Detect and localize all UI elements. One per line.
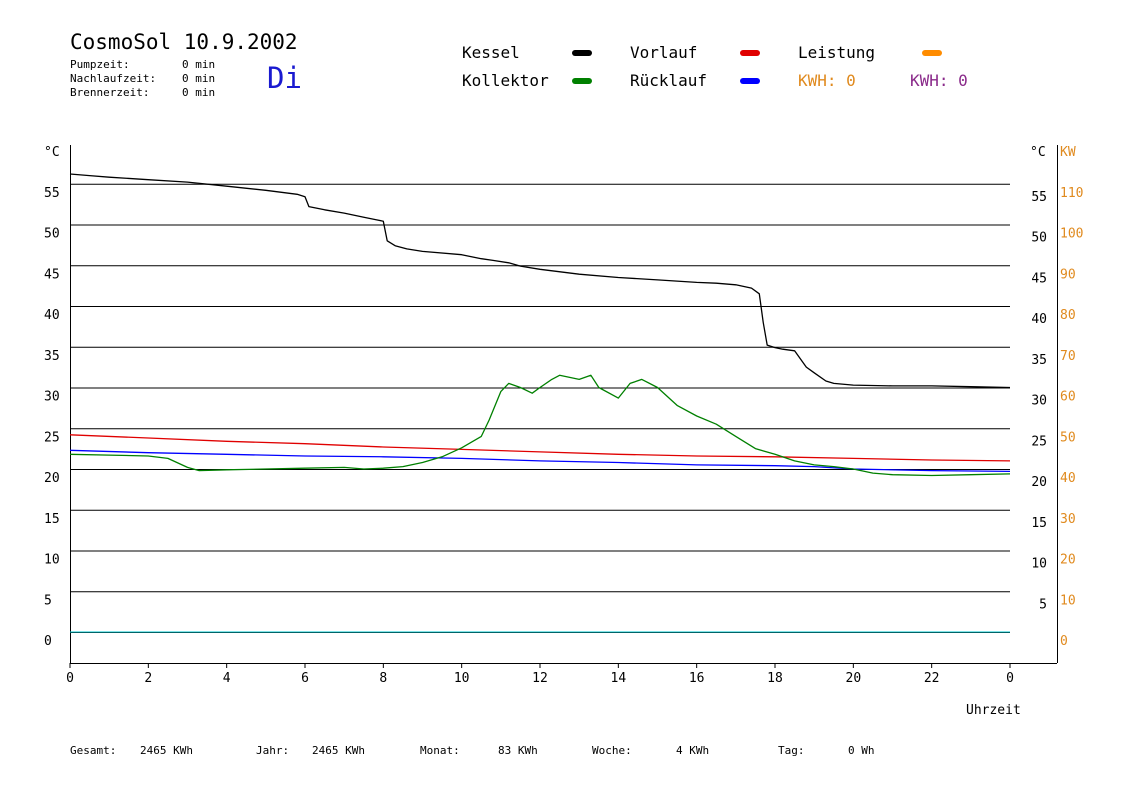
y-tick-right-20: 20 [1031,475,1047,490]
x-tick-label-2: 4 [223,671,231,686]
y-tick-right-40: 40 [1031,312,1047,327]
y-tick-left-20: 20 [44,471,60,486]
y-tick-right-10: 10 [1031,557,1047,572]
series-kollektor [69,374,1011,477]
y-tick-left-30: 30 [44,390,60,405]
legend-ruecklauf-swatch [740,78,760,84]
y-tick-right-25: 25 [1031,434,1047,449]
y-tick-kw-80: 80 [1060,308,1076,323]
y-tick-right-5: 5 [1039,597,1047,612]
y-tick-right-30: 30 [1031,394,1047,409]
y-tick-kw-10: 10 [1060,593,1076,608]
legend-kollektor-swatch [572,78,592,84]
footer-gesamt-value: 2465 KWh [140,744,193,757]
series-kessel [69,173,1011,389]
y-tick-left-55: 55 [44,186,60,201]
legend-ruecklauf-label: Rücklauf [630,71,708,90]
footer-jahr-label: Jahr: [256,744,290,757]
y-tick-left-15: 15 [44,512,60,527]
y-tick-kw-50: 50 [1060,430,1076,445]
brennerzeit-value: 0 min [182,86,216,99]
x-tick-label-3: 6 [301,671,309,686]
x-tick-label-12: 0 [1006,671,1014,686]
legend-leistung-label: Leistung [798,43,876,62]
y-tick-left-10: 10 [44,553,60,568]
y-tick-left-0: 0 [44,634,52,649]
y-tick-left-45: 45 [44,267,60,282]
x-tick-label-9: 18 [767,671,783,686]
y-tick-kw-70: 70 [1060,349,1076,364]
y-tick-kw-40: 40 [1060,471,1076,486]
y-tick-left-5: 5 [44,593,52,608]
x-tick-label-4: 8 [379,671,387,686]
pumpzeit-value: 0 min [182,58,216,71]
legend-kwh-leistung: KWH: 0 [798,71,856,90]
tick-labels: 0 2 4 6 8 10 12 14 16 18 20 22 005101520253035404550… [44,186,1083,686]
legend-kessel-label: Kessel [462,43,520,62]
weekday-label: Di [267,61,302,95]
x-tick-label-1: 2 [144,671,152,686]
series-vorlauf [69,434,1011,462]
series-rcklauf [69,449,1011,473]
y-tick-right-45: 45 [1031,271,1047,286]
y-axis-unit-kw: KW [1060,145,1076,160]
pumpzeit-label: Pumpzeit: [70,58,130,71]
legend-kollektor-label: Kollektor [462,71,549,90]
y-tick-kw-30: 30 [1060,512,1076,527]
y-axis-unit-left: °C [44,145,60,160]
x-tick-label-7: 14 [611,671,627,686]
nachlaufzeit-label: Nachlaufzeit: [70,72,157,85]
footer-monat-value: 83 KWh [498,744,538,757]
legend-vorlauf-label: Vorlauf [630,43,698,62]
y-tick-kw-20: 20 [1060,553,1076,568]
footer-woche-value: 4 KWh [676,744,710,757]
y-tick-left-40: 40 [44,308,60,323]
x-tick-label-5: 10 [454,671,470,686]
x-tick-label-6: 12 [532,671,548,686]
y-tick-kw-0: 0 [1060,634,1068,649]
series-lines [69,173,1011,633]
legend-leistung-swatch [922,50,942,56]
footer-tag-value: 0 Wh [848,744,875,757]
footer-monat-label: Monat: [420,744,460,757]
y-tick-left-35: 35 [44,349,60,364]
x-tick-label-11: 22 [924,671,940,686]
x-axis-title: Uhrzeit [966,703,1021,718]
footer-jahr-value: 2465 KWh [312,744,365,757]
x-tick-label-8: 16 [689,671,705,686]
nachlaufzeit-value: 0 min [182,72,216,85]
legend-vorlauf-swatch [740,50,760,56]
footer-tag-label: Tag: [778,744,805,757]
y-tick-right-15: 15 [1031,516,1047,531]
x-tick-label-0: 0 [66,671,74,686]
y-tick-kw-100: 100 [1060,227,1083,242]
y-tick-kw-90: 90 [1060,267,1076,282]
y-tick-kw-110: 110 [1060,186,1083,201]
footer-woche-label: Woche: [592,744,632,757]
axes [69,145,1058,668]
footer-gesamt-label: Gesamt: [70,744,117,757]
y-tick-kw-60: 60 [1060,390,1076,405]
x-tick-label-10: 20 [846,671,862,686]
brennerzeit-label: Brennerzeit: [70,86,150,99]
grid-lines [70,183,1010,633]
y-tick-left-25: 25 [44,430,60,445]
y-axis-unit-right: °C [1030,145,1046,160]
y-tick-right-50: 50 [1031,231,1047,246]
chart-title: CosmoSol 10.9.2002 [70,30,298,54]
y-tick-right-35: 35 [1031,353,1047,368]
legend-kessel-swatch [572,50,592,56]
y-tick-left-50: 50 [44,227,60,242]
y-tick-right-55: 55 [1031,190,1047,205]
legend-kwh-other: KWH: 0 [910,71,968,90]
